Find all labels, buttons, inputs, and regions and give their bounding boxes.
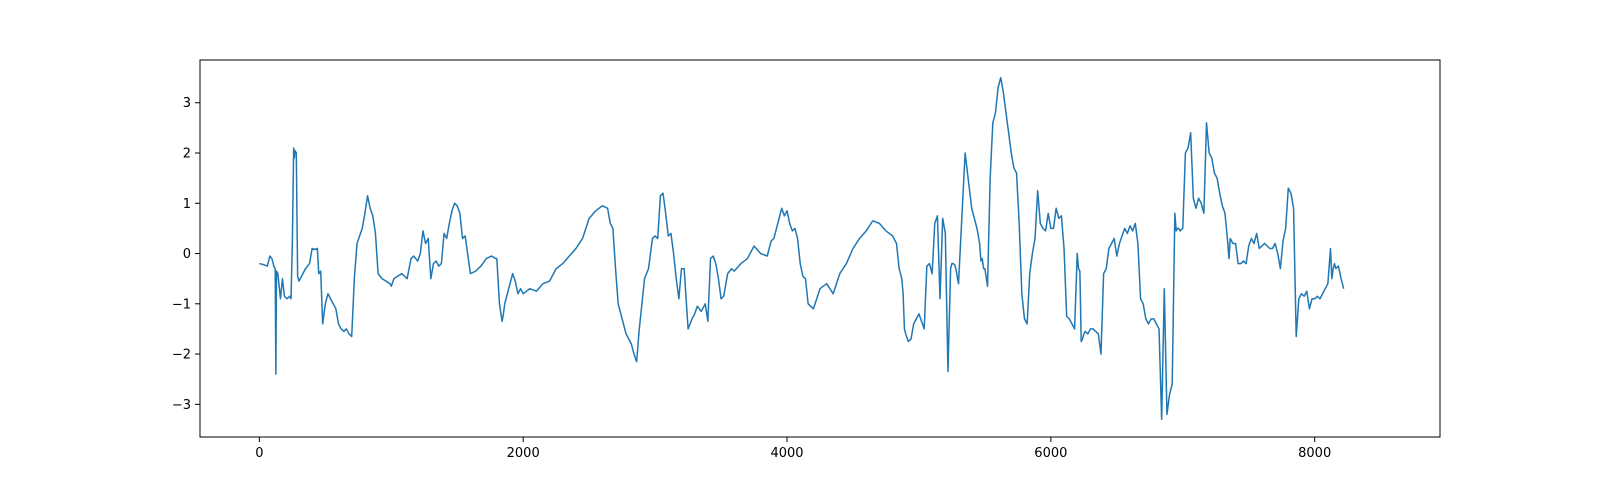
x-tick-label: 0 bbox=[255, 446, 263, 461]
y-axis: −3 −2 −1 0 1 2 3 bbox=[172, 96, 200, 413]
y-tick-label: 2 bbox=[183, 146, 191, 161]
y-tick-label: −3 bbox=[172, 398, 191, 413]
x-tick-label: 4000 bbox=[770, 446, 803, 461]
y-tick-label: 3 bbox=[183, 96, 191, 111]
y-tick-label: −1 bbox=[172, 297, 191, 312]
y-tick-label: 1 bbox=[183, 197, 191, 212]
y-tick-label: 0 bbox=[183, 247, 191, 262]
x-tick-label: 2000 bbox=[507, 446, 540, 461]
plot-area bbox=[200, 60, 1440, 437]
x-tick-label: 8000 bbox=[1298, 446, 1331, 461]
y-tick-label: −2 bbox=[172, 348, 191, 363]
x-axis: 0 2000 4000 6000 8000 bbox=[255, 437, 1331, 461]
x-tick-label: 6000 bbox=[1034, 446, 1067, 461]
